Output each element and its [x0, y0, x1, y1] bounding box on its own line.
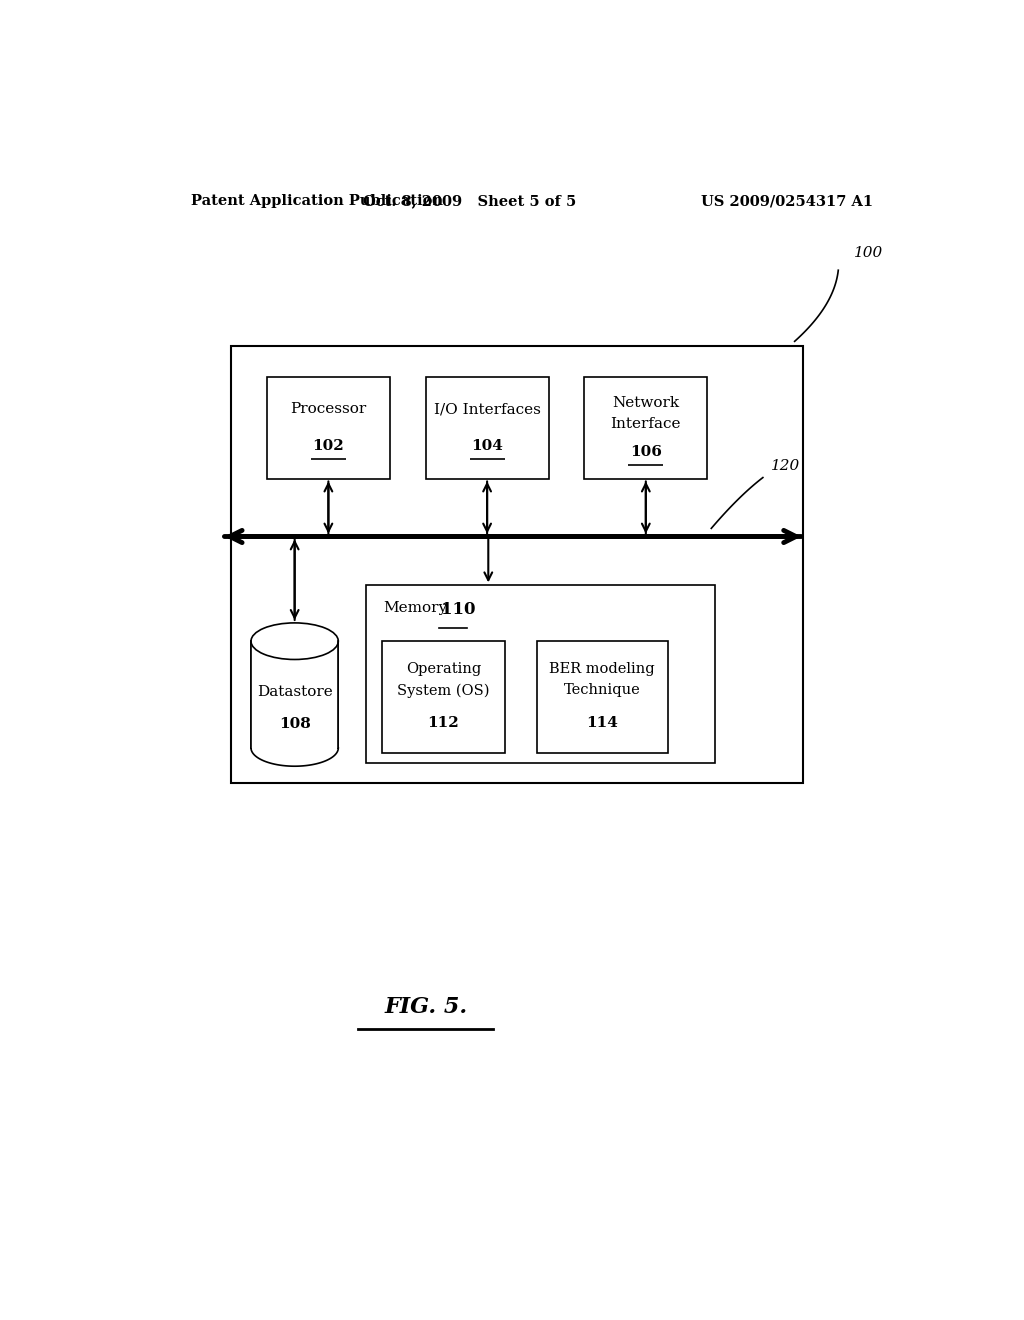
Text: 108: 108 [279, 718, 310, 731]
Text: Oct. 8, 2009   Sheet 5 of 5: Oct. 8, 2009 Sheet 5 of 5 [362, 194, 575, 209]
Text: 120: 120 [771, 459, 800, 474]
Bar [251, 642, 338, 748]
Bar [382, 642, 505, 752]
Text: 110: 110 [440, 601, 475, 618]
Text: Datastore: Datastore [257, 685, 333, 700]
Text: System (OS): System (OS) [397, 684, 489, 697]
Text: 106: 106 [630, 445, 662, 459]
Text: Network: Network [612, 396, 679, 411]
Bar [426, 378, 549, 479]
Bar [231, 346, 803, 784]
Text: US 2009/0254317 A1: US 2009/0254317 A1 [700, 194, 872, 209]
Text: Operating: Operating [406, 663, 481, 676]
Text: 100: 100 [854, 246, 884, 260]
Text: Memory: Memory [384, 601, 447, 615]
Text: 112: 112 [428, 715, 460, 730]
Ellipse shape [251, 623, 338, 660]
Bar [267, 378, 390, 479]
Text: Technique: Technique [564, 684, 641, 697]
Bar [537, 642, 668, 752]
Text: 104: 104 [471, 440, 503, 453]
Text: FIG. 5.: FIG. 5. [384, 997, 467, 1018]
Text: 102: 102 [312, 440, 344, 453]
Text: Patent Application Publication: Patent Application Publication [191, 194, 443, 209]
Text: 114: 114 [586, 715, 618, 730]
Text: BER modeling: BER modeling [549, 663, 655, 676]
Text: Interface: Interface [610, 417, 681, 430]
Bar [367, 585, 715, 763]
Text: Processor: Processor [290, 403, 367, 416]
Bar [585, 378, 708, 479]
Text: I/O Interfaces: I/O Interfaces [434, 403, 541, 416]
